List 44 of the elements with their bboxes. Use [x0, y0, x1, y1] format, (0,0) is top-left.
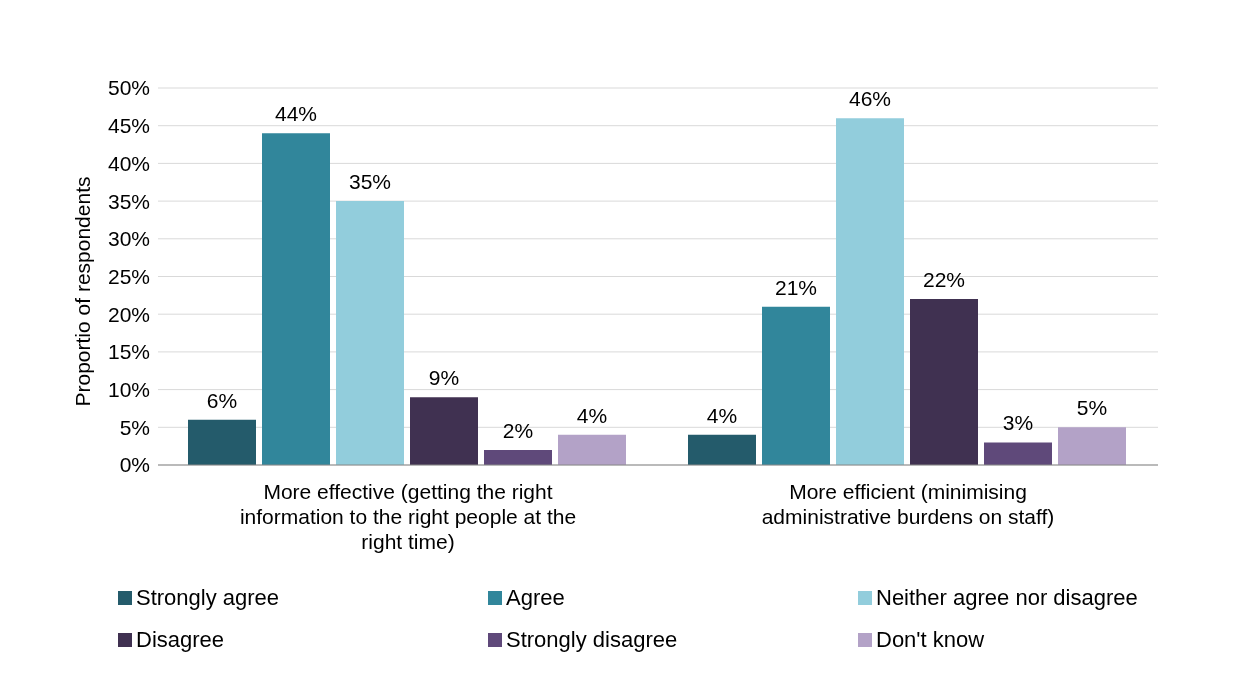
y-tick-label: 45%	[107, 114, 150, 138]
data-label: 4%	[706, 403, 738, 427]
data-label: 22%	[922, 268, 966, 292]
legend-label: Strongly agree	[136, 585, 280, 611]
bar	[910, 299, 978, 465]
y-tick-label: 40%	[107, 151, 150, 175]
bar	[188, 419, 256, 465]
bar	[558, 434, 626, 465]
bar	[836, 118, 904, 465]
y-tick-label: 50%	[107, 76, 150, 100]
data-label: 21%	[774, 275, 818, 299]
data-label: 6%	[206, 388, 238, 412]
bar	[484, 449, 552, 465]
y-tick-label: 20%	[107, 302, 150, 326]
y-tick-label: 30%	[107, 227, 150, 251]
bar	[1058, 427, 1126, 465]
data-label: 9%	[428, 366, 460, 390]
data-label: 44%	[274, 102, 318, 126]
bar	[762, 306, 830, 465]
data-label: 4%	[576, 403, 608, 427]
data-label: 35%	[348, 170, 392, 194]
legend-label: Don't know	[876, 627, 985, 653]
y-tick-label: 15%	[107, 340, 150, 364]
y-axis-title: Proportio of respondents	[71, 176, 95, 407]
y-tick-label: 25%	[107, 264, 150, 288]
bar	[984, 442, 1052, 465]
x-tick-label: More effective (getting the right information to the right people at the right time)	[239, 480, 577, 553]
y-tick-label: 5%	[119, 415, 150, 439]
legend-label: Agree	[506, 585, 565, 611]
legend-label: Strongly disagree	[506, 627, 678, 653]
bar	[262, 133, 330, 465]
data-label: 5%	[1076, 396, 1108, 420]
legend-label: Neither agree nor disagree	[876, 585, 1138, 611]
y-tick-label: 0%	[119, 453, 150, 477]
bar	[410, 397, 478, 465]
data-label: 3%	[1002, 411, 1034, 435]
x-tick-label: More efficient (minimising administrative burdens on staff)	[761, 480, 1055, 528]
y-tick-label: 10%	[107, 378, 150, 402]
data-label: 46%	[848, 87, 892, 111]
legend-label: Disagree	[136, 627, 225, 653]
bar	[336, 201, 404, 465]
y-tick-label: 35%	[107, 189, 150, 213]
bar	[688, 434, 756, 465]
data-label: 2%	[502, 418, 534, 442]
